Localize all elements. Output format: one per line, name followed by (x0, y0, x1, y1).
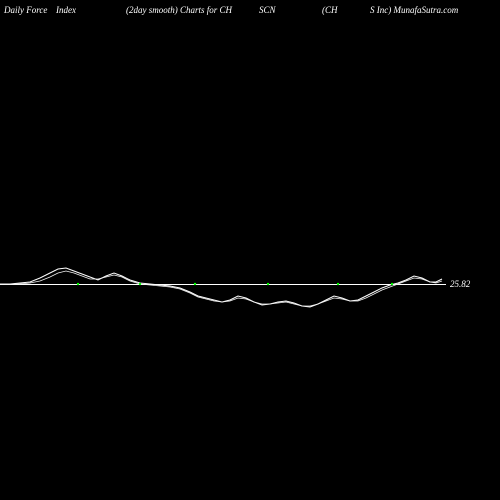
crossing-marker (267, 283, 269, 285)
chart-header: Daily Force Index (2day smooth) Charts for… (0, 5, 500, 20)
crossing-marker (337, 283, 339, 285)
force-index-primary-line (0, 268, 442, 307)
header-text-segment: S Inc) MunafaSutra.com (370, 5, 458, 15)
current-value-label: 25.82 (450, 279, 470, 289)
crossing-marker (391, 283, 393, 285)
force-index-secondary-line (0, 271, 442, 306)
crossing-marker (139, 283, 141, 285)
chart-svg (0, 20, 500, 500)
header-text-segment: Daily Force (4, 5, 47, 15)
header-text-segment: (CH (322, 5, 338, 15)
chart-area: 25.82 (0, 20, 500, 500)
header-text-segment: SCN (259, 5, 276, 15)
crossing-marker (194, 283, 196, 285)
header-text-segment: (2day smooth) Charts for CH (126, 5, 232, 15)
crossing-marker (77, 283, 79, 285)
header-text-segment: Index (56, 5, 76, 15)
